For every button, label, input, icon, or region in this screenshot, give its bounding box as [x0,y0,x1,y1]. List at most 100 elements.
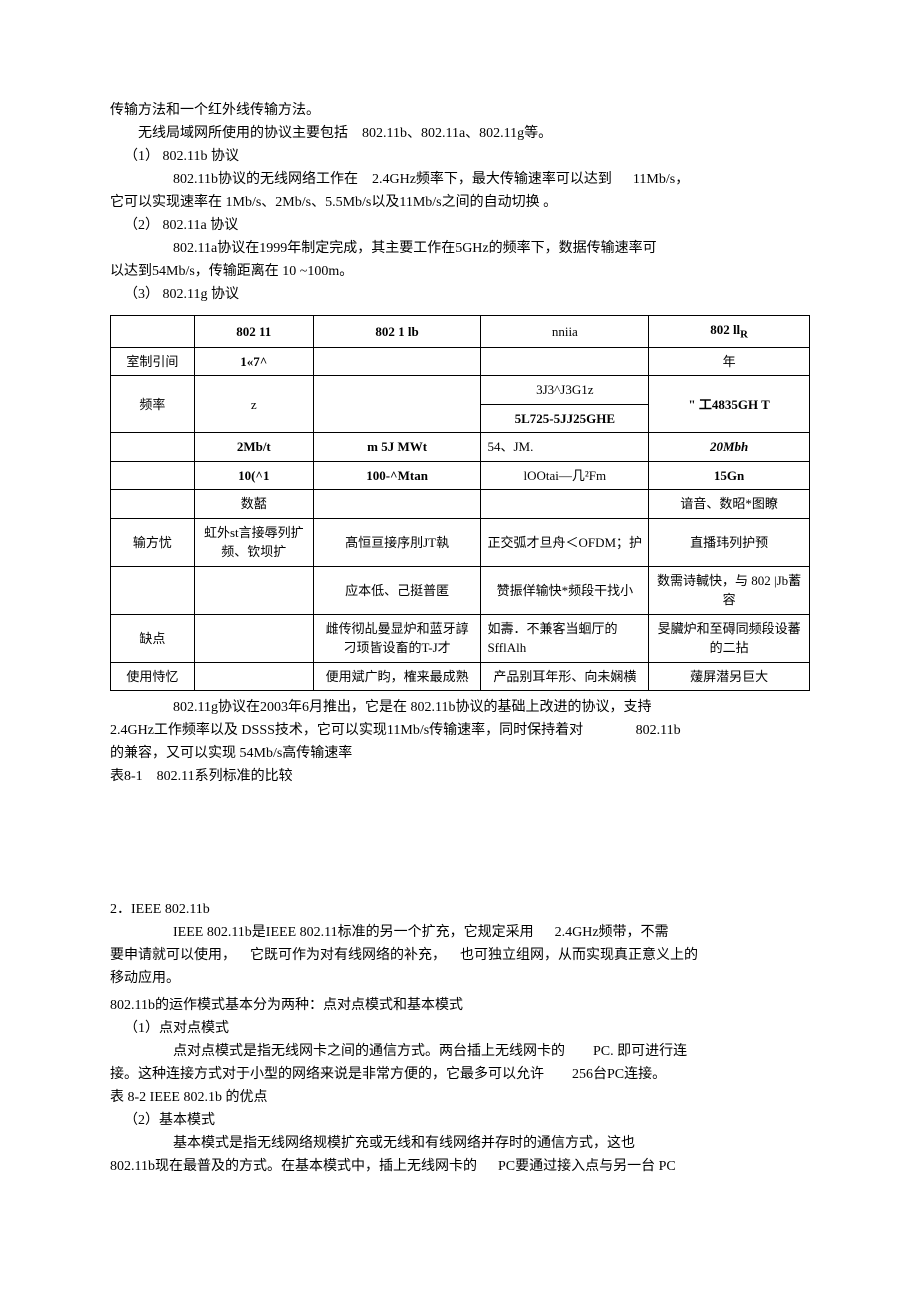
td: 雌传彻乩曼显炉和蓝牙諄刁顼皆设畜的T-J才 [313,614,481,662]
table-caption-8-2: 表 8-2 IEEE 802.1b 的优点 [110,1087,810,1108]
td: 应本低、己挺普匿 [313,566,481,614]
text: 802.11b、802.11a、802.11g等。 [362,126,552,141]
td: lOOtai—几²Fm [481,461,649,490]
para-basic-2: 802.11b现在最普及的方式。在基本模式中，插上无线网卡的 PC要通过接入点与… [110,1156,810,1177]
td [481,347,649,376]
td [111,490,195,519]
para-80211a: 802.11a协议在1999年制定完成，其主要工作在5GHz的频率下，数据传输速… [110,238,810,259]
text: 2.4GHz频率下，最大传输速率可以达到 [372,172,612,187]
text: 802.11b协议的无线网络工作在 [173,172,358,187]
td: 如壽．不兼客当蛔厅的 SfflAlh [481,614,649,662]
th: 802 11 [194,316,313,348]
para-80211g: 802.11g协议在2003年6月推出，它是在 802.11b协议的基础上改进的… [110,697,810,718]
text: 无线局域网所使用的协议主要包括 [138,126,348,141]
td: 2Mb/t [194,433,313,462]
text: 接。这种连接方式对于小型的网络来说是非常方便的，它最多可以允许 [110,1067,544,1082]
td: 直播玮列护预 [649,518,810,566]
text: 2.4GHz工作频率以及 DSSS技术，它可以实现11Mb/s传输速率，同时保持… [110,723,583,738]
td [313,347,481,376]
td: 使用恃忆 [111,662,195,691]
th: nniia [481,316,649,348]
para-80211b-2: 它可以实现速率在 1Mb/s、2Mb/s、5.5Mb/s以及11Mb/s之间的自… [110,192,810,213]
text: 802.11b现在最普及的方式。在基本模式中，插上无线网卡的 [110,1159,477,1174]
table-row: 2Mb/t m 5J MWt 54、JM. 20Mbh [111,433,810,462]
para-protocols: 无线局域网所使用的协议主要包括 802.11b、802.11a、802.11g等… [110,123,810,144]
td: 产品别耳年形、向未娴横 [481,662,649,691]
table-row: 应本低、己挺普匿 赞振佯输快*频段干找小 数需诗輱快，与 802 |Jb蓄容 [111,566,810,614]
td: 便用斌广盷，榷来最成熟 [313,662,481,691]
td: m 5J MWt [313,433,481,462]
text: 2.4GHz频带，不需 [555,925,669,940]
para-modes: 802.11b的运作模式基本分为两种：点对点模式和基本模式 [110,995,810,1016]
para-ptp: 点对点模式是指无线网卡之间的通信方式。两台插上无线网卡的 PC. 即可进行连 [110,1041,810,1062]
td [111,433,195,462]
text: 11Mb/s， [633,172,689,187]
table-row: 10(^1 100-^Mtan lOOtai—几²Fm 15Gn [111,461,810,490]
td [313,490,481,519]
td: 频率 [111,376,195,433]
para-80211g-3: 的兼容，又可以实现 54Mb/s高传输速率 [110,743,810,764]
td: 20Mbh [649,433,810,462]
para-80211b: 802.11b协议的无线网络工作在 2.4GHz频率下，最大传输速率可以达到 1… [110,169,810,190]
td: 旻臟炉和至碍同频段设蕃的二拈 [649,614,810,662]
table-caption-8-1: 表8-1 802.11系列标准的比较 [110,766,810,787]
td [194,662,313,691]
td: 10(^1 [194,461,313,490]
table-row: 频率 z 3J3^J3G1z " 工4835GH T [111,376,810,405]
td: 室制引间 [111,347,195,376]
text: 它既可作为对有线网络的补充， [250,948,446,963]
td: 缺点 [111,614,195,662]
td: 3J3^J3G1z [481,376,649,405]
table-row: 数嚭 谙音、数昭*图瞭 [111,490,810,519]
td: 蕿屏潜另巨大 [649,662,810,691]
td [111,566,195,614]
td: 谙音、数昭*图瞭 [649,490,810,519]
table-row: 缺点 雌传彻乩曼显炉和蓝牙諄刁顼皆设畜的T-J才 如壽．不兼客当蛔厅的 Sffl… [111,614,810,662]
td [481,490,649,519]
list-item-ptp: （1）点对点模式 [110,1018,810,1039]
td [313,376,481,433]
list-item-1: （1） 802.11b 协议 [110,146,810,167]
td: 15Gn [649,461,810,490]
para-ieee80211b-2: 要申请就可以使用， 它既可作为对有线网络的补充， 也可独立组网，从而实现真正意义… [110,945,810,966]
td [194,566,313,614]
table-row: 使用恃忆 便用斌广盷，榷来最成熟 产品别耳年形、向未娴横 蕿屏潜另巨大 [111,662,810,691]
text: 点对点模式是指无线网卡之间的通信方式。两台插上无线网卡的 [173,1044,565,1059]
td: 5L725-5JJ25GHE [481,404,649,433]
text: PC要通过接入点与另一台 PC [498,1159,676,1174]
para-transmission: 传输方法和一个红外线传输方法。 [110,100,810,121]
td: " 工4835GH T [649,376,810,433]
para-ieee80211b-3: 移动应用。 [110,968,810,989]
para-basic: 基本模式是指无线网络规模扩充或无线和有线网络并存时的通信方式，这也 [110,1133,810,1154]
td [111,461,195,490]
td: 虹外st言接辱列扩频、钦坝扩 [194,518,313,566]
td: 年 [649,347,810,376]
text: PC. 即可进行连 [593,1044,687,1059]
table-row: 输方忧 虹外st言接辱列扩频、钦坝扩 髙恒亘接序刖JT執 正交弧才旦舟＜OFDM… [111,518,810,566]
td: 赞振佯输快*频段干找小 [481,566,649,614]
para-80211a-2: 以达到54Mb/s，传输距离在 10 ~100m。 [110,261,810,282]
para-ieee80211b: IEEE 802.11b是IEEE 802.11标准的另一个扩充，它规定采用 2… [110,922,810,943]
list-item-2: （2） 802.11a 协议 [110,215,810,236]
text: IEEE 802.11b是IEEE 802.11标准的另一个扩充，它规定采用 [173,925,534,940]
td: 正交弧才旦舟＜OFDM；护 [481,518,649,566]
td: z [194,376,313,433]
para-80211g-2: 2.4GHz工作频率以及 DSSS技术，它可以实现11Mb/s传输速率，同时保持… [110,720,810,741]
td: 髙恒亘接序刖JT執 [313,518,481,566]
section-2-title: 2．IEEE 802.11b [110,899,810,920]
td: 数需诗輱快，与 802 |Jb蓄容 [649,566,810,614]
td: 54、JM. [481,433,649,462]
th: 802 llR [649,316,810,348]
td: 数嚭 [194,490,313,519]
text: 也可独立组网，从而实现真正意义上的 [460,948,698,963]
td: 1«7^ [194,347,313,376]
text: 要申请就可以使用， [110,948,236,963]
table-header: 802 11 802 1 lb nniia 802 llR [111,316,810,348]
th [111,316,195,348]
text: 802.11b [636,723,681,738]
td: 100-^Mtan [313,461,481,490]
th: 802 1 lb [313,316,481,348]
list-item-3: （3） 802.11g 协议 [110,284,810,305]
para-ptp-2: 接。这种连接方式对于小型的网络来说是非常方便的，它最多可以允许 256台PC连接… [110,1064,810,1085]
comparison-table: 802 11 802 1 lb nniia 802 llR 室制引间 1«7^ … [110,315,810,691]
